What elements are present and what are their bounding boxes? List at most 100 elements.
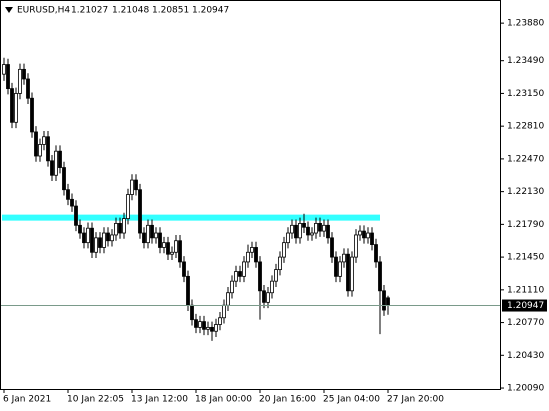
candle-body: [234, 271, 238, 282]
y-tick-label: 1.21790: [507, 220, 544, 230]
candle-body: [2, 64, 6, 75]
candle-body: [166, 242, 170, 255]
candle-body: [298, 223, 302, 239]
candle-body: [66, 189, 70, 200]
candle-body: [182, 261, 186, 277]
candle-body: [358, 230, 362, 236]
candle-body: [334, 256, 338, 277]
y-tick-label: 1.22130: [507, 187, 544, 197]
candle-body: [86, 227, 90, 244]
y-tick-label: 1.22810: [507, 122, 544, 132]
candle-body: [46, 136, 50, 162]
candle-body: [378, 261, 382, 292]
x-tick-label: 13 Jan 12:00: [131, 395, 188, 405]
candle-body: [258, 261, 262, 292]
candle-body: [238, 271, 242, 277]
candle-body: [162, 242, 166, 248]
candle-body: [218, 317, 222, 325]
candle-body: [158, 232, 162, 248]
candle-body: [330, 237, 334, 258]
candle-body: [54, 150, 58, 176]
candle-body: [74, 205, 78, 226]
candle-body: [246, 251, 250, 263]
candle-body: [318, 223, 322, 232]
y-tick-label: 1.21110: [507, 285, 544, 295]
x-tick-label: 6 Jan 2021: [3, 395, 51, 405]
candle-body: [294, 224, 298, 239]
candle-body: [374, 244, 378, 263]
candle-body: [78, 224, 82, 234]
x-tick-label: 10 Jan 22:05: [67, 395, 124, 405]
candle-body: [290, 224, 294, 234]
candle-body: [186, 275, 190, 306]
candle-body: [50, 160, 54, 176]
candle-body: [370, 232, 374, 245]
candle-body: [58, 150, 62, 168]
candle-body: [354, 234, 358, 258]
x-tick-label: 27 Jan 20:00: [387, 395, 444, 405]
candle-body: [338, 261, 342, 277]
candle-body: [38, 144, 42, 157]
candle-body: [110, 234, 114, 242]
candle-body: [282, 242, 286, 258]
candle-body: [114, 223, 118, 236]
candle-body: [18, 68, 22, 94]
candle-body: [350, 256, 354, 292]
candle-body: [130, 179, 134, 195]
candle-body: [262, 290, 266, 303]
candle-body: [254, 247, 258, 263]
candle-body: [98, 237, 102, 248]
header-high: 1.21048: [112, 6, 149, 16]
candle-body: [226, 292, 230, 306]
candle-body: [302, 223, 306, 228]
candle-body: [286, 232, 290, 244]
y-tick-label: 1.21450: [507, 253, 544, 263]
candle-body: [146, 224, 150, 244]
candle-body: [202, 321, 206, 330]
candle-body: [174, 240, 178, 253]
y-tick-label: 1.23490: [507, 56, 544, 66]
plot-frame: [0, 0, 501, 390]
candle-body: [10, 88, 14, 123]
candle-body: [122, 218, 126, 234]
candle-body: [230, 280, 234, 294]
candle-body: [190, 304, 194, 321]
candle-body: [342, 253, 346, 263]
candle-body: [170, 251, 174, 255]
x-tick-label: 20 Jan 16:00: [259, 395, 316, 405]
candle-body: [194, 319, 198, 328]
dropdown-icon: [5, 7, 13, 13]
candle-body: [322, 224, 326, 232]
candle-body: [70, 198, 74, 207]
y-tick-label: 1.20430: [507, 351, 544, 361]
candle-body: [6, 64, 10, 90]
y-tick-label: 1.23880: [507, 19, 544, 29]
candle-body: [310, 232, 314, 236]
candle-body: [30, 97, 34, 133]
candle-body: [118, 223, 122, 234]
candle-body: [278, 256, 282, 271]
candle-body: [102, 232, 106, 248]
candle-body: [382, 290, 386, 311]
candle-body: [62, 167, 66, 191]
x-tick-label: 25 Jan 04:00: [323, 395, 380, 405]
header-close: 1.20947: [192, 6, 229, 16]
y-tick-label: 1.20090: [507, 384, 544, 394]
candle-body: [362, 230, 366, 239]
candle-body: [150, 224, 154, 239]
candle-body: [106, 232, 110, 242]
candle-body: [214, 324, 218, 332]
candle-body: [14, 93, 18, 123]
header-low: 1.20851: [152, 6, 189, 16]
candle-body: [314, 223, 318, 234]
candle-body: [82, 232, 86, 244]
candle-body: [42, 136, 46, 145]
candle-body: [386, 297, 390, 306]
header-open: 1.21027: [71, 6, 108, 16]
y-tick-label: 1.20770: [507, 318, 544, 328]
candle-body: [266, 292, 270, 303]
candle-body: [366, 232, 370, 239]
y-tick-label: 1.23150: [507, 89, 544, 99]
price-label-bg: [502, 299, 547, 312]
